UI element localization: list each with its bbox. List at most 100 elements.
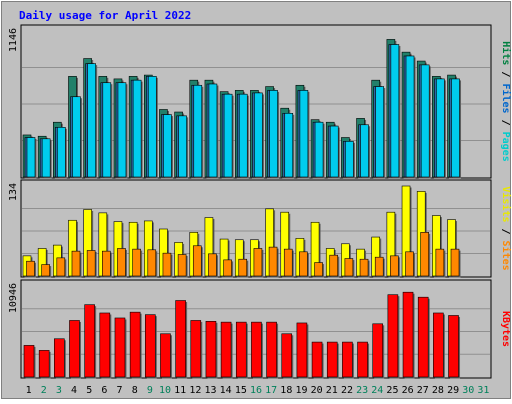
day-label-9: 9 [147, 385, 153, 396]
day-label-1: 1 [26, 385, 32, 396]
bar-sites-day-15 [238, 258, 248, 277]
bar-pages-day-12 [193, 84, 203, 178]
bar-kbytes-day-21 [326, 341, 338, 378]
bar-kbytes-day-29 [448, 315, 459, 378]
bar-kbytes-day-26 [402, 291, 414, 378]
bar-pages-day-1 [26, 137, 36, 178]
bar-pages-day-23 [360, 124, 369, 178]
bar-kbytes-day-5 [84, 304, 95, 378]
bar-pages-day-15 [238, 93, 248, 178]
day-label-20: 20 [311, 385, 323, 396]
bar-pages-day-7 [117, 82, 127, 178]
bar-kbytes-day-28 [433, 312, 444, 378]
bar-kbytes-day-20 [311, 341, 323, 378]
bar-kbytes-day-7 [114, 317, 126, 378]
day-label-13: 13 [204, 385, 216, 396]
bar-kbytes-day-1 [23, 345, 35, 378]
pages-files-hits-max-label: 1146 [8, 28, 19, 52]
bar-sites-day-18 [283, 248, 293, 277]
pages-files-hits-legend-separator: / [500, 114, 511, 132]
bar-sites-day-28 [435, 248, 445, 277]
bar-kbytes-day-10 [160, 333, 171, 378]
visits-sites-legend-sites: Sites [500, 241, 512, 271]
bar-pages-day-20 [314, 121, 324, 178]
bar-kbytes-day-3 [54, 338, 65, 378]
bar-pages-day-9 [147, 76, 157, 178]
bar-pages-day-4 [72, 96, 81, 178]
bar-kbytes-day-9 [144, 314, 156, 378]
bar-sites-day-29 [450, 248, 460, 277]
day-label-27: 27 [417, 385, 429, 396]
bar-pages-day-27 [420, 64, 430, 178]
day-label-4: 4 [71, 385, 77, 396]
bar-pages-day-11 [178, 115, 187, 178]
bar-kbytes-day-12 [190, 320, 202, 378]
day-label-3: 3 [56, 385, 62, 396]
bar-sites-day-10 [162, 252, 172, 277]
visits-sites-legend: Visits / Sites [500, 186, 512, 270]
bar-kbytes-day-24 [372, 323, 384, 378]
bar-kbytes-day-17 [266, 321, 277, 378]
visits-sites-legend-visits: Visits [500, 186, 512, 222]
bar-sites-day-23 [359, 258, 369, 277]
bar-sites-day-24 [374, 256, 384, 277]
bar-sites-day-27 [420, 232, 429, 277]
bar-pages-day-19 [299, 90, 309, 178]
bar-sites-day-17 [268, 246, 278, 277]
bar-kbytes-day-27 [417, 296, 429, 378]
visits-sites-max-label: 134 [8, 183, 19, 201]
bar-sites-day-6 [102, 250, 111, 277]
bar-kbytes-day-13 [205, 320, 217, 378]
bar-sites-day-25 [390, 255, 399, 277]
bar-sites-day-4 [71, 250, 81, 277]
bar-pages-day-21 [329, 125, 339, 178]
day-label-23: 23 [356, 385, 368, 396]
day-label-22: 22 [341, 385, 353, 396]
bar-sites-day-13 [208, 253, 217, 277]
bar-kbytes-day-15 [235, 321, 247, 378]
bar-kbytes-day-6 [99, 312, 111, 378]
bar-sites-day-3 [56, 257, 66, 277]
day-label-15: 15 [235, 385, 247, 396]
bar-sites-day-11 [177, 254, 187, 277]
bar-pages-day-28 [436, 78, 445, 178]
bar-pages-day-2 [41, 138, 51, 178]
day-label-17: 17 [265, 385, 277, 396]
day-label-8: 8 [132, 385, 138, 396]
bar-pages-day-25 [390, 44, 400, 178]
day-label-25: 25 [386, 385, 398, 396]
bar-pages-day-24 [375, 86, 385, 178]
bar-pages-day-18 [284, 113, 294, 178]
bar-pages-day-13 [208, 83, 218, 178]
bar-sites-day-19 [299, 251, 308, 277]
day-label-7: 7 [117, 385, 123, 396]
day-label-19: 19 [295, 385, 307, 396]
day-label-24: 24 [371, 385, 383, 396]
bar-kbytes-day-8 [129, 311, 141, 378]
bar-kbytes-day-2 [38, 350, 50, 378]
day-label-18: 18 [280, 385, 292, 396]
bar-kbytes-day-25 [387, 294, 399, 378]
day-label-16: 16 [250, 385, 262, 396]
day-label-14: 14 [220, 385, 232, 396]
bar-sites-day-7 [117, 248, 126, 277]
day-label-21: 21 [326, 385, 338, 396]
pages-files-hits-legend-separator: / [500, 65, 511, 83]
bar-sites-day-8 [132, 248, 141, 277]
bar-pages-day-17 [269, 90, 278, 178]
pages-files-hits-legend-files: Files [500, 83, 512, 113]
bar-sites-day-9 [147, 249, 157, 277]
bar-sites-day-20 [314, 262, 323, 277]
bar-kbytes-day-14 [220, 321, 232, 378]
bar-pages-day-29 [451, 78, 460, 178]
bar-sites-day-14 [223, 259, 232, 277]
bar-sites-day-22 [344, 258, 354, 277]
bar-kbytes-day-4 [69, 320, 80, 378]
bar-pages-day-6 [102, 82, 112, 178]
day-label-30: 30 [462, 385, 474, 396]
bar-kbytes-day-16 [251, 321, 262, 378]
bar-pages-day-14 [223, 93, 233, 178]
